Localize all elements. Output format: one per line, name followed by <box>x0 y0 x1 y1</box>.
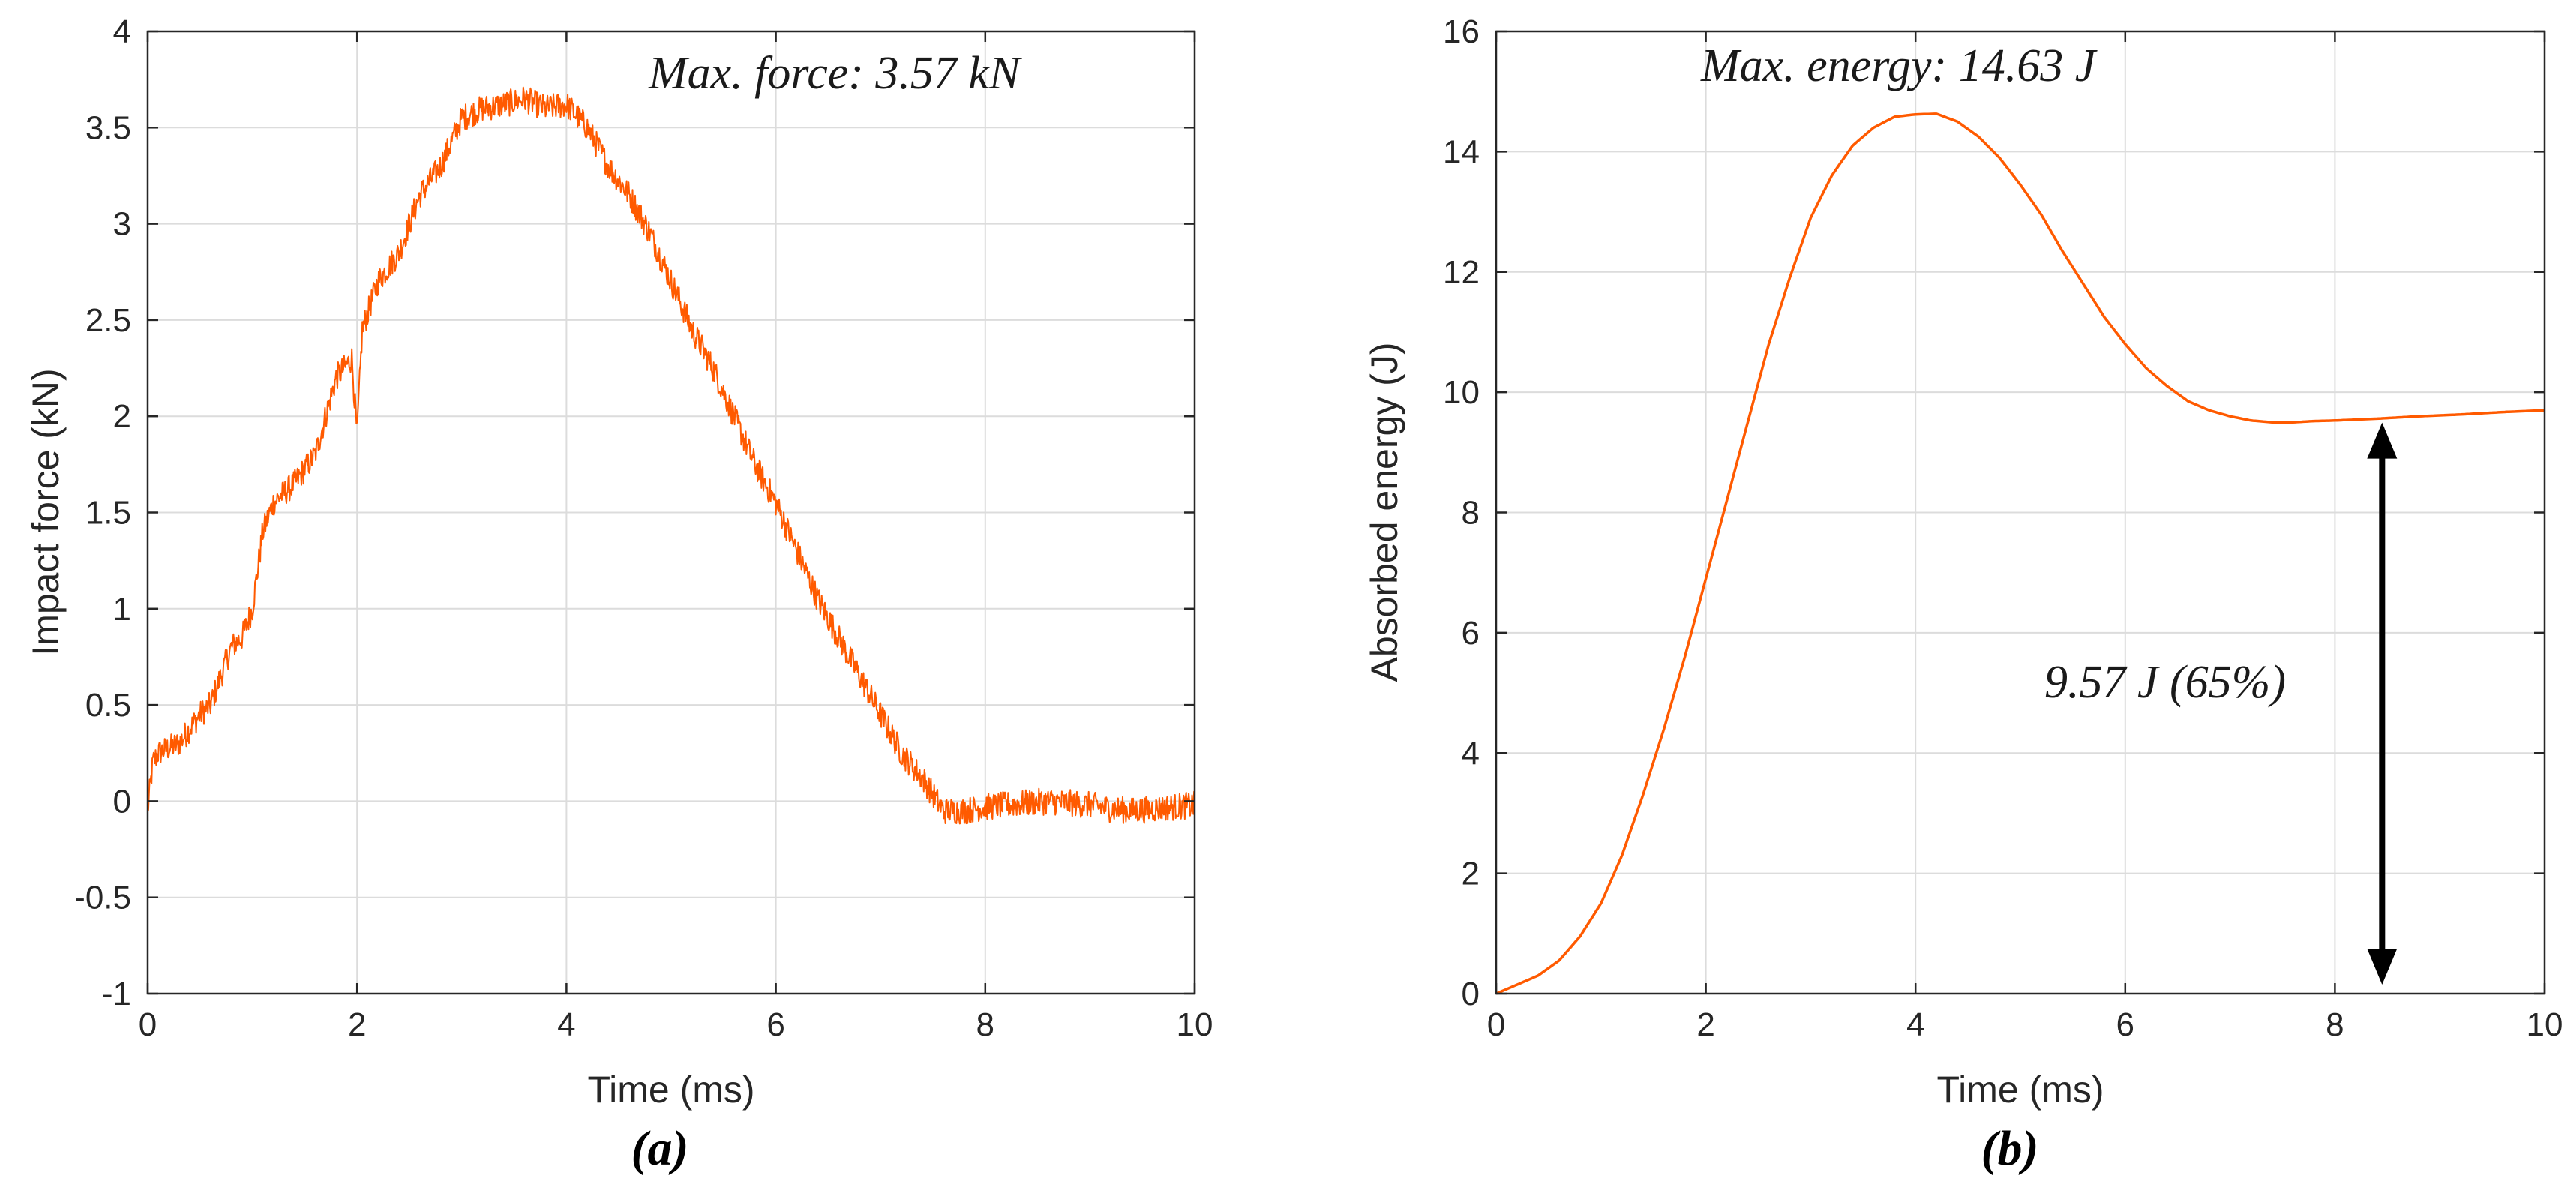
y-tick-label: 0 <box>113 783 131 820</box>
arrow-head-up <box>2367 422 2398 459</box>
y-axis-title: Impact force (kN) <box>25 368 67 655</box>
y-tick-label: 2 <box>1462 856 1480 892</box>
x-tick-label: 2 <box>348 1006 366 1043</box>
x-tick-label: 0 <box>139 1006 157 1043</box>
x-tick-label: 6 <box>766 1006 784 1043</box>
y-tick-label: 14 <box>1443 133 1480 170</box>
y-tick-label: 4 <box>1462 735 1480 772</box>
y-tick-label: -0.5 <box>74 880 131 916</box>
y-tick-label: 1.5 <box>85 495 131 532</box>
y-tick-label: 10 <box>1443 374 1480 411</box>
series-layer <box>1495 112 2545 995</box>
panel-a-impact-force: 0 2 4 6 8 10 -1 -0.5 0 0.5 1 1.5 2 2.5 3 3.5 4 Time (ms)… <box>25 13 1213 1176</box>
tick-labels: 0 2 4 6 8 10 0 2 4 6 8 10 12 14 16 <box>1443 13 2563 1043</box>
x-tick-label: 0 <box>1487 1006 1505 1043</box>
residual-energy-label: 9.57 J (65%) <box>2044 657 2286 708</box>
x-tick-label: 6 <box>2116 1006 2134 1043</box>
series-layer <box>147 86 1195 825</box>
y-tick-label: 8 <box>1462 495 1480 532</box>
x-axis-title: Time (ms) <box>587 1069 754 1111</box>
y-tick-label: 3 <box>113 206 131 243</box>
x-tick-label: 10 <box>1177 1006 1213 1043</box>
x-tick-label: 8 <box>976 1006 994 1043</box>
y-tick-label: 0 <box>1462 976 1480 1012</box>
y-tick-label: 16 <box>1443 13 1480 50</box>
y-tick-label: 3.5 <box>85 109 131 146</box>
tick-marks <box>1495 30 2546 995</box>
panel-caption-a: (a) <box>631 1121 689 1176</box>
y-axis-title: Absorbed energy (J) <box>1363 342 1405 682</box>
y-tick-label: 12 <box>1443 254 1480 291</box>
panel-caption-b: (b) <box>1981 1121 2039 1176</box>
grid-lines <box>1495 31 2545 994</box>
y-tick-label: 2 <box>113 398 131 435</box>
panel-b-absorbed-energy: 0 2 4 6 8 10 0 2 4 6 8 10 12 14 16 9.57 J (65%) Time (… <box>1363 13 2563 1176</box>
y-tick-label: 0.5 <box>85 687 131 724</box>
y-tick-label: 6 <box>1462 615 1480 652</box>
x-tick-label: 2 <box>1696 1006 1714 1043</box>
y-tick-label: 4 <box>113 13 131 50</box>
tick-labels: 0 2 4 6 8 10 -1 -0.5 0 0.5 1 1.5 2 2.5 3 3.5 4 <box>74 13 1213 1043</box>
y-tick-label: 2.5 <box>85 302 131 339</box>
max-force-annotation: Max. force: 3.57 kN <box>648 48 1023 99</box>
residual-energy-arrow <box>2367 422 2398 985</box>
x-tick-label: 4 <box>1906 1006 1924 1043</box>
arrow-head-down <box>2367 949 2398 985</box>
x-tick-label: 4 <box>557 1006 575 1043</box>
x-tick-label: 10 <box>2527 1006 2563 1043</box>
x-tick-label: 8 <box>2326 1006 2344 1043</box>
max-energy-annotation: Max. energy: 14.63 J <box>1700 40 2098 91</box>
grid-lines <box>147 31 1195 994</box>
tick-marks <box>146 30 1196 995</box>
y-tick-label: -1 <box>102 976 131 1012</box>
series-line <box>147 86 1195 825</box>
series-line <box>1495 112 2545 995</box>
y-tick-label: 1 <box>113 591 131 628</box>
x-axis-title: Time (ms) <box>1936 1069 2104 1111</box>
